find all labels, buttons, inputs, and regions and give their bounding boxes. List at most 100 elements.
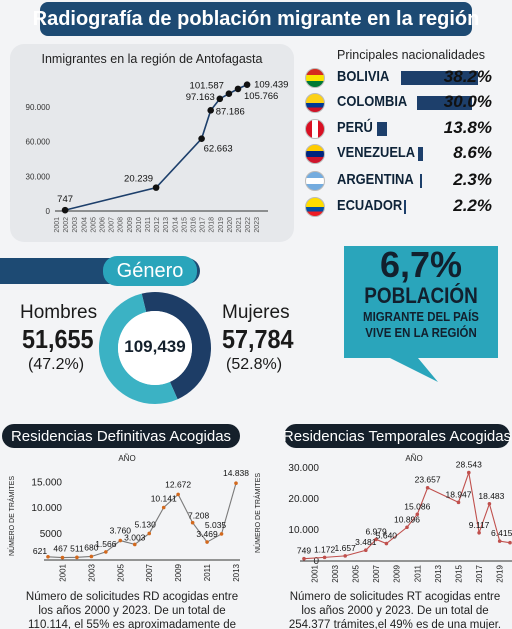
x-tick-label: 2005 bbox=[116, 563, 125, 581]
y-tick-label: 5000 bbox=[40, 529, 63, 540]
nationality-row-peru: PERÚ 13.8% bbox=[305, 118, 510, 140]
nationality-name: ECUADOR bbox=[337, 197, 403, 214]
data-label: 3.481 bbox=[355, 537, 377, 547]
x-tick-label: 2007 bbox=[109, 217, 116, 233]
data-point bbox=[384, 541, 389, 546]
data-label: 28.543 bbox=[456, 460, 482, 470]
data-label: 20.239 bbox=[124, 174, 153, 185]
y-tick-label: 90.000 bbox=[26, 103, 51, 112]
nationalities-title: Principales nacionalidades bbox=[336, 48, 485, 62]
data-point bbox=[147, 531, 152, 536]
donut-slice-hombres bbox=[141, 292, 211, 400]
definitive-residencies-chart: AÑO NÚMERO DE TRÁMITES 5000 10.000 15.000 200… bbox=[7, 454, 249, 582]
y-axis-title: NÚMERO DE TRÁMITES bbox=[7, 476, 16, 556]
x-tick-label: 2009 bbox=[393, 564, 402, 582]
data-point bbox=[118, 538, 123, 543]
nationality-bar bbox=[417, 96, 472, 110]
x-tick-label: 2003 bbox=[331, 564, 340, 582]
x-tick-label: 2013 bbox=[163, 217, 170, 233]
data-point bbox=[61, 206, 69, 214]
x-tick-label: 2020 bbox=[227, 217, 234, 233]
data-point bbox=[152, 184, 160, 191]
x-axis-title: AÑO bbox=[405, 454, 422, 463]
nationality-row-argentina: ARGENTINA 2.3% bbox=[305, 170, 510, 192]
nationality-name: VENEZUELA bbox=[337, 144, 416, 161]
definitive-note: Número de solicitudes RD acogidas entre … bbox=[25, 591, 239, 629]
data-point bbox=[205, 540, 209, 544]
y-tick-label: 30.000 bbox=[26, 172, 51, 181]
nationality-bar bbox=[404, 200, 406, 214]
donut-hole bbox=[118, 311, 192, 385]
x-tick-label: 2013 bbox=[232, 563, 241, 581]
data-label: 23.657 bbox=[415, 475, 441, 485]
callout-line1: POBLACIÓN bbox=[364, 283, 478, 308]
men-value: 51,655 bbox=[22, 324, 94, 354]
immigrants-panel bbox=[10, 44, 294, 242]
data-point bbox=[219, 532, 224, 536]
x-tick-label: 2001 bbox=[310, 564, 319, 582]
data-point bbox=[456, 500, 461, 505]
y-tick-label: 60.000 bbox=[26, 138, 51, 147]
women-pct: (52.8%) bbox=[226, 356, 283, 373]
x-tick-label: 2005 bbox=[90, 217, 97, 233]
gender-total: 109,439 bbox=[124, 337, 186, 356]
colombia-flag-icon bbox=[305, 93, 325, 113]
x-tick-label: 2008 bbox=[118, 217, 125, 233]
data-point bbox=[60, 555, 65, 560]
x-tick-label: 2017 bbox=[200, 217, 207, 233]
x-tick-label: 2003 bbox=[87, 563, 96, 581]
nationality-pct: 38.2% bbox=[443, 67, 492, 86]
nationality-bar bbox=[401, 71, 478, 85]
data-point bbox=[243, 81, 251, 88]
data-point bbox=[176, 492, 180, 497]
gender-title: Género bbox=[103, 256, 197, 286]
data-label: 511 bbox=[70, 543, 84, 553]
callout-shape bbox=[344, 246, 498, 382]
population-callout bbox=[344, 246, 498, 382]
peru-flag-icon bbox=[305, 119, 325, 139]
men-label: Hombres bbox=[20, 302, 98, 323]
data-label: 5.640 bbox=[376, 531, 398, 541]
data-label: 5.130 bbox=[135, 519, 157, 529]
data-point bbox=[198, 135, 205, 142]
data-point bbox=[234, 481, 238, 485]
data-label: 749 bbox=[297, 546, 311, 556]
data-label: 680 bbox=[84, 542, 98, 552]
x-tick-label: 2014 bbox=[172, 217, 179, 233]
callout-line2: MIGRANTE DEL PAÍS bbox=[363, 309, 479, 324]
data-label: 3.760 bbox=[110, 526, 132, 536]
data-point bbox=[89, 554, 94, 559]
nationality-name: COLOMBIA bbox=[337, 93, 408, 110]
donut-slice-mujeres bbox=[99, 293, 178, 404]
nationality-row-ecuador: ECUADOR 2.2% bbox=[305, 196, 510, 218]
data-point bbox=[487, 501, 492, 506]
data-point bbox=[132, 542, 137, 547]
y-tick-label: 10.000 bbox=[31, 503, 62, 514]
x-tick-label: 2019 bbox=[496, 564, 505, 582]
x-tick-label: 2021 bbox=[236, 217, 243, 233]
data-label: 1.566 bbox=[95, 539, 117, 549]
nationality-row-bolivia: BOLIVIA 38.2% bbox=[305, 67, 510, 89]
data-point bbox=[343, 554, 347, 558]
x-tick-label: 2011 bbox=[203, 563, 212, 581]
data-label: 9.117 bbox=[469, 520, 490, 530]
x-tick-label: 2001 bbox=[58, 563, 67, 581]
x-tick-label: 2007 bbox=[372, 564, 381, 582]
data-point bbox=[104, 550, 108, 554]
x-tick-label: 2003 bbox=[72, 217, 79, 233]
data-point bbox=[322, 555, 327, 560]
y-tick-label: 30.000 bbox=[288, 463, 319, 474]
x-tick-label: 2022 bbox=[245, 217, 252, 233]
gender-donut bbox=[99, 292, 211, 404]
nationality-bar bbox=[420, 174, 422, 188]
series-line bbox=[47, 483, 237, 559]
data-label: 101.587 bbox=[190, 81, 224, 92]
data-label: 12.672 bbox=[165, 479, 191, 489]
y-axis-title: NÚMERO DE TRÁMITES bbox=[253, 473, 262, 553]
data-label: 15.086 bbox=[404, 501, 430, 511]
data-label: 3.003 bbox=[124, 532, 146, 542]
immigrants-chart-title: Inmigrantes en la región de Antofagasta bbox=[41, 52, 263, 66]
nationality-row-venezuela: VENEZUELA 8.6% bbox=[305, 143, 510, 165]
x-tick-label: 2004 bbox=[81, 217, 88, 233]
